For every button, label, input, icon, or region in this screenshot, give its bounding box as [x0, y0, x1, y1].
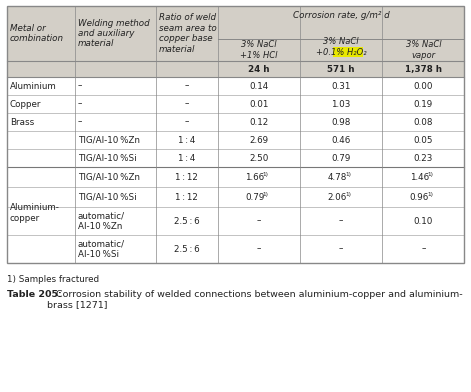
Bar: [7, 6, 464, 77]
Bar: [7, 95, 464, 113]
Text: 1.66: 1.66: [245, 172, 264, 181]
Text: 1 : 12: 1 : 12: [175, 172, 198, 181]
Text: 2.69: 2.69: [249, 136, 268, 145]
Text: Copper: Copper: [10, 100, 41, 109]
Text: 0.98: 0.98: [332, 118, 351, 127]
Text: 3% NaCl
vapor: 3% NaCl vapor: [406, 40, 441, 60]
Text: 0.31: 0.31: [332, 82, 351, 91]
Text: –: –: [339, 245, 343, 254]
Bar: [7, 167, 464, 187]
Text: TIG/Al-10 %Si: TIG/Al-10 %Si: [78, 154, 136, 163]
Text: Corrosion stability of welded connections between aluminium-copper and aluminium: Corrosion stability of welded connection…: [47, 290, 463, 309]
Bar: [7, 149, 464, 167]
Bar: [7, 131, 464, 149]
Text: 3% NaCl: 3% NaCl: [323, 36, 359, 45]
Text: Table 205:: Table 205:: [7, 290, 62, 299]
Text: 0.10: 0.10: [414, 216, 433, 225]
Text: 571 h: 571 h: [327, 65, 355, 74]
Text: 1): 1): [345, 192, 351, 196]
Bar: [333, 47, 363, 56]
Text: 2.5 : 6: 2.5 : 6: [174, 216, 200, 225]
Text: 1): 1): [427, 172, 433, 176]
Text: –: –: [421, 245, 425, 254]
Text: +0.1% H₂O₂: +0.1% H₂O₂: [316, 47, 366, 56]
Text: 4.78: 4.78: [327, 172, 347, 181]
Text: 1): 1): [263, 172, 269, 176]
Text: automatic/
Al-10 %Si: automatic/ Al-10 %Si: [78, 239, 125, 259]
Text: 1): 1): [345, 172, 351, 176]
Text: 0.79: 0.79: [245, 192, 265, 201]
Text: Aluminium: Aluminium: [10, 82, 57, 91]
Bar: [7, 187, 464, 207]
Text: automatic/
Al-10 %Zn: automatic/ Al-10 %Zn: [78, 211, 125, 231]
Text: Brass: Brass: [10, 118, 34, 127]
Text: 1.46: 1.46: [410, 172, 429, 181]
Text: TIG/Al-10 %Zn: TIG/Al-10 %Zn: [78, 172, 139, 181]
Text: 0.08: 0.08: [414, 118, 433, 127]
Text: 2.50: 2.50: [249, 154, 268, 163]
Text: TIG/Al-10 %Si: TIG/Al-10 %Si: [78, 192, 136, 201]
Text: –: –: [78, 82, 82, 91]
Bar: [7, 77, 464, 95]
Text: 24 h: 24 h: [248, 65, 269, 74]
Text: Corrosion rate, g/m² d: Corrosion rate, g/m² d: [293, 11, 390, 20]
Text: –: –: [185, 82, 189, 91]
Text: 2.5 : 6: 2.5 : 6: [174, 245, 200, 254]
Text: 1 : 4: 1 : 4: [178, 154, 195, 163]
Text: 1 : 12: 1 : 12: [175, 192, 198, 201]
Text: 0.12: 0.12: [249, 118, 268, 127]
Text: 0.19: 0.19: [414, 100, 433, 109]
Text: 1): 1): [263, 192, 269, 196]
Text: Ratio of weld
seam area to
copper base
material: Ratio of weld seam area to copper base m…: [159, 13, 217, 54]
Text: 0.23: 0.23: [414, 154, 433, 163]
Text: 0.96: 0.96: [410, 192, 429, 201]
Text: 1.03: 1.03: [332, 100, 351, 109]
Text: 0.46: 0.46: [332, 136, 351, 145]
Text: –: –: [339, 216, 343, 225]
Text: 1 : 4: 1 : 4: [178, 136, 195, 145]
Text: 0.01: 0.01: [249, 100, 268, 109]
Bar: [7, 6, 464, 263]
Text: 0.05: 0.05: [414, 136, 433, 145]
Text: 0.14: 0.14: [249, 82, 268, 91]
Text: –: –: [257, 245, 261, 254]
Text: 1) Samples fractured: 1) Samples fractured: [7, 275, 99, 284]
Text: Welding method
and auxiliary
material: Welding method and auxiliary material: [78, 18, 149, 48]
Bar: [7, 235, 464, 263]
Text: 2.06: 2.06: [327, 192, 347, 201]
Bar: [7, 113, 464, 131]
Text: Aluminium-
copper: Aluminium- copper: [10, 203, 60, 223]
Text: 3% NaCl
+1% HCl: 3% NaCl +1% HCl: [240, 40, 277, 60]
Text: 0.79: 0.79: [332, 154, 351, 163]
Text: –: –: [78, 118, 82, 127]
Text: –: –: [257, 216, 261, 225]
Bar: [7, 207, 464, 235]
Text: –: –: [185, 100, 189, 109]
Text: 1): 1): [427, 192, 433, 196]
Text: TIG/Al-10 %Zn: TIG/Al-10 %Zn: [78, 136, 139, 145]
Text: 0.00: 0.00: [414, 82, 433, 91]
Text: 1,378 h: 1,378 h: [405, 65, 442, 74]
Text: –: –: [185, 118, 189, 127]
Text: Metal or
combination: Metal or combination: [10, 24, 64, 43]
Text: –: –: [78, 100, 82, 109]
